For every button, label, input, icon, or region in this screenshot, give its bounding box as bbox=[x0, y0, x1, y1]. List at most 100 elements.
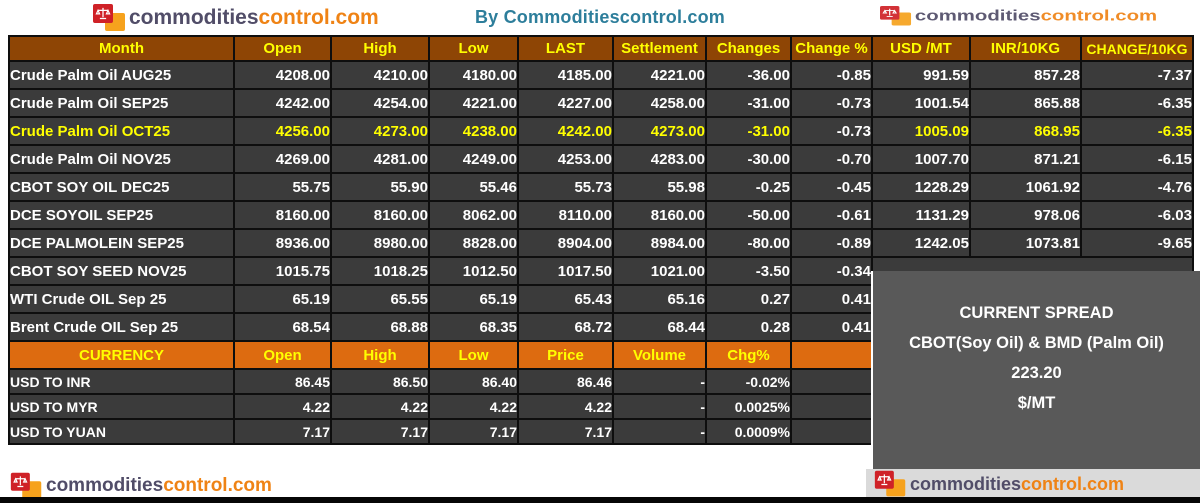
cell-open: 55.75 bbox=[233, 172, 332, 202]
cell-name: USD TO YUAN bbox=[8, 418, 235, 445]
spread-pair: CBOT(Soy Oil) & BMD (Palm Oil) bbox=[909, 334, 1164, 352]
cell-settlement: 1021.00 bbox=[612, 256, 707, 286]
cell-low: 4238.00 bbox=[428, 116, 519, 146]
cell-last: 4253.00 bbox=[517, 144, 614, 174]
cell-month: DCE PALMOLEIN SEP25 bbox=[8, 228, 235, 258]
cell-high: 4210.00 bbox=[330, 60, 430, 90]
cell-chg_pct: 0.0025% bbox=[705, 393, 792, 420]
cell-high: 8160.00 bbox=[330, 200, 430, 230]
cell-inr_10kg: 868.95 bbox=[969, 116, 1082, 146]
cell-high: 7.17 bbox=[330, 418, 430, 445]
cell-changes: 0.27 bbox=[705, 284, 792, 314]
cell-open: 8160.00 bbox=[233, 200, 332, 230]
cell-chg_pct: -0.02% bbox=[705, 368, 792, 395]
balance-scale-icon bbox=[10, 472, 43, 500]
cell-low: 8062.00 bbox=[428, 200, 519, 230]
market-table-body: Month Open High Low LAST Settlement Changes Cha… bbox=[8, 35, 1194, 445]
cell-high: 4273.00 bbox=[330, 116, 430, 146]
cell-name: USD TO MYR bbox=[8, 393, 235, 420]
cell-change_pct: -0.61 bbox=[790, 200, 873, 230]
currency-row: USD TO MYR 4.22 4.22 4.22 4.22-0.0025% bbox=[8, 393, 1193, 420]
logo-text-dark: commodities bbox=[914, 7, 1041, 24]
futures-row: Crude Palm Oil NOV25 4269.00 4281.00 4249.0… bbox=[8, 144, 1194, 174]
cell-chg_pct: 0.0009% bbox=[705, 418, 792, 445]
cell-high: 68.88 bbox=[330, 312, 430, 342]
futures-row: Crude Palm Oil SEP25 4242.00 4254.00 4221.0… bbox=[8, 88, 1194, 118]
currency-header-cell: CURRENCY bbox=[8, 340, 235, 370]
logo-bottom-left: commodities control.com bbox=[10, 472, 272, 500]
futures-header-cell: High bbox=[330, 35, 430, 62]
futures-row: DCE SOYOIL SEP25 8160.00 8160.00 8062.00 811… bbox=[8, 200, 1194, 230]
cell-change_pct: -0.85 bbox=[790, 60, 873, 90]
futures-header-cell: INR/10KG bbox=[969, 35, 1082, 62]
cell-inr_10kg: 1061.92 bbox=[969, 172, 1082, 202]
cell-low: 86.40 bbox=[428, 368, 519, 395]
logo-text-dark: commodities bbox=[46, 475, 164, 496]
cell-month: Brent Crude OIL Sep 25 bbox=[8, 312, 235, 342]
futures-header-cell: Low bbox=[428, 35, 519, 62]
currency-header-cell: Volume bbox=[612, 340, 707, 370]
cell-month: CBOT SOY OIL DEC25 bbox=[8, 172, 235, 202]
cell-settlement: 8160.00 bbox=[612, 200, 707, 230]
cell-usd_mt: 1242.05 bbox=[871, 228, 971, 258]
currency-empty-cell bbox=[790, 418, 873, 445]
cell-settlement: 55.98 bbox=[612, 172, 707, 202]
cell-changes: -80.00 bbox=[705, 228, 792, 258]
cell-high: 55.90 bbox=[330, 172, 430, 202]
cell-change_10kg: -9.65 bbox=[1080, 228, 1194, 258]
cell-last: 4242.00 bbox=[517, 116, 614, 146]
cell-low: 1012.50 bbox=[428, 256, 519, 286]
cell-last: 8904.00 bbox=[517, 228, 614, 258]
cell-name: USD TO INR bbox=[8, 368, 235, 395]
cell-low: 65.19 bbox=[428, 284, 519, 314]
cell-change_10kg: -4.76 bbox=[1080, 172, 1194, 202]
cell-last: 1017.50 bbox=[517, 256, 614, 286]
cell-changes: 0.28 bbox=[705, 312, 792, 342]
cell-low: 4.22 bbox=[428, 393, 519, 420]
cell-change_pct: -0.73 bbox=[790, 116, 873, 146]
currency-row: USD TO YUAN 7.17 7.17 7.17 7.17-0.0009% bbox=[8, 418, 1193, 445]
cell-open: 4242.00 bbox=[233, 88, 332, 118]
cell-open: 4269.00 bbox=[233, 144, 332, 174]
logo-top-left: commodities control.com bbox=[93, 4, 379, 32]
byline-title: By Commoditiescontrol.com bbox=[474, 7, 726, 27]
cell-open: 86.45 bbox=[233, 368, 332, 395]
cell-high: 4.22 bbox=[330, 393, 430, 420]
cell-price: 7.17 bbox=[517, 418, 614, 445]
cell-change_pct: 0.41 bbox=[790, 284, 873, 314]
logo-text-orange: control.com bbox=[1021, 473, 1125, 494]
futures-row: DCE PALMOLEIN SEP25 8936.00 8980.00 8828.00… bbox=[8, 228, 1194, 258]
cell-low: 68.35 bbox=[428, 312, 519, 342]
cell-inr_10kg: 1073.81 bbox=[969, 228, 1082, 258]
cell-open: 65.19 bbox=[233, 284, 332, 314]
cell-open: 4208.00 bbox=[233, 60, 332, 90]
cell-usd_mt: 1007.70 bbox=[871, 144, 971, 174]
logo-bottom-right: commodities control.com bbox=[874, 470, 1124, 498]
logo-text-orange: control.com bbox=[258, 6, 379, 29]
cell-high: 65.55 bbox=[330, 284, 430, 314]
cell-inr_10kg: 857.28 bbox=[969, 60, 1082, 90]
cell-month: Crude Palm Oil NOV25 bbox=[8, 144, 235, 174]
cell-open: 68.54 bbox=[233, 312, 332, 342]
cell-volume: - bbox=[612, 418, 707, 445]
futures-row: CBOT SOY OIL DEC25 55.75 55.90 55.46 55.73 55… bbox=[8, 172, 1194, 202]
market-data-table: Month Open High Low LAST Settlement Changes Cha… bbox=[8, 35, 1194, 445]
currency-header-cell: High bbox=[330, 340, 430, 370]
balance-scale-icon bbox=[874, 470, 907, 498]
cell-month: DCE SOYOIL SEP25 bbox=[8, 200, 235, 230]
cell-change_10kg: -6.03 bbox=[1080, 200, 1194, 230]
cell-change_pct: -0.45 bbox=[790, 172, 873, 202]
balance-scale-icon bbox=[93, 4, 127, 32]
currency-header-row: CURRENCY Open High Low Price Volume Chg% bbox=[8, 340, 1193, 370]
cell-last: 4185.00 bbox=[517, 60, 614, 90]
cell-high: 1018.25 bbox=[330, 256, 430, 286]
cell-low: 8828.00 bbox=[428, 228, 519, 258]
cell-settlement: 4283.00 bbox=[612, 144, 707, 174]
currency-header-cell: Chg% bbox=[705, 340, 792, 370]
spread-unit: $/MT bbox=[1017, 394, 1056, 412]
futures-row: Crude Palm Oil AUG25 4208.00 4210.00 4180.0… bbox=[8, 60, 1194, 90]
futures-header-row: Month Open High Low LAST Settlement Changes Cha… bbox=[8, 35, 1194, 62]
cell-usd_mt: 1001.54 bbox=[871, 88, 971, 118]
cell-settlement: 4258.00 bbox=[612, 88, 707, 118]
cell-volume: - bbox=[612, 368, 707, 395]
